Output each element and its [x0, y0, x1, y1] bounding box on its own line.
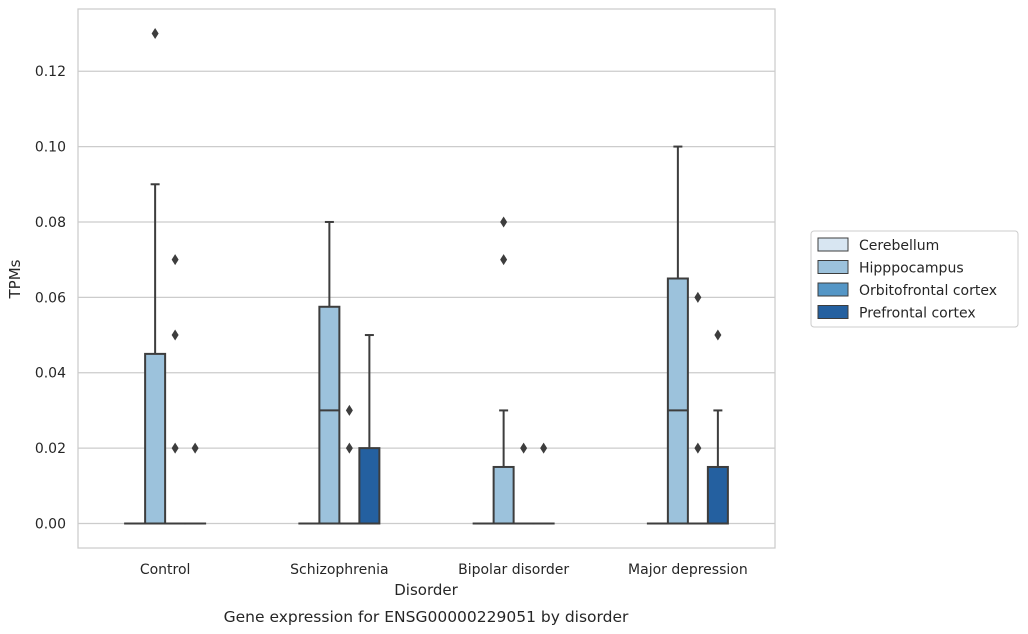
outlier-point [520, 442, 528, 454]
box-groups [124, 28, 729, 525]
box [144, 352, 167, 525]
y-axis-label: TPMs [6, 259, 24, 299]
box-3-3 [706, 329, 729, 525]
box-1-3 [358, 334, 381, 525]
box-2-3 [532, 442, 555, 525]
legend-frame [810, 230, 1019, 328]
y-tick-label: 0.06 [35, 290, 66, 306]
box [666, 277, 689, 525]
y-tick-label: 0.10 [35, 140, 66, 156]
outlier-point [171, 442, 179, 454]
outlier-point [694, 442, 702, 454]
box-2-2 [512, 442, 535, 525]
y-tick-label: 0.04 [35, 366, 66, 382]
outlier-point [540, 442, 548, 454]
y-tick-labels: 0.00 0.02 0.04 0.06 0.08 0.10 0.12 [35, 64, 66, 532]
outlier-point [345, 404, 353, 416]
y-tick-label: 0.00 [35, 517, 66, 533]
outlier-point [151, 28, 159, 39]
legend-swatch [817, 237, 849, 252]
legend: Cerebellum Hipppocampus Orbitofrontal cort… [810, 230, 1019, 328]
y-tick-label: 0.02 [35, 441, 66, 457]
outlier-point [191, 442, 199, 454]
x-tick-label: Bipolar disorder [458, 562, 569, 578]
plot-frame [77, 8, 776, 549]
outlier-point [500, 254, 508, 266]
legend-swatch [817, 282, 849, 297]
outlier-point [694, 291, 702, 303]
y-tick-label: 0.08 [35, 215, 66, 231]
outlier-point [714, 329, 722, 341]
outlier-point [171, 254, 179, 266]
x-tick-labels: Control Schizophrenia Bipolar disorder Majo… [140, 562, 748, 578]
legend-swatch [817, 305, 849, 319]
box [318, 305, 341, 525]
outlier-point [500, 216, 508, 228]
legend-label: Cerebellum [859, 238, 939, 254]
outlier-point [345, 442, 353, 454]
box-0-2 [164, 254, 187, 525]
x-axis-label: Disorder [394, 581, 458, 599]
legend-label: Prefrontal cortex [859, 306, 976, 322]
box [706, 465, 729, 525]
legend-label: Orbitofrontal cortex [859, 283, 997, 299]
chart-caption: Gene expression for ENSG00000229051 by d… [224, 608, 629, 626]
y-tick-label: 0.12 [35, 64, 66, 80]
box-3-1 [666, 145, 689, 525]
legend-swatch [817, 260, 849, 274]
box-0-3 [184, 442, 207, 525]
x-tick-label: Schizophrenia [290, 562, 388, 578]
box-1-2 [338, 404, 361, 525]
x-tick-label: Control [140, 562, 191, 578]
x-tick-label: Major depression [628, 562, 748, 578]
box-2-1 [492, 216, 515, 525]
box [492, 465, 515, 525]
outlier-point [171, 329, 179, 341]
box [358, 447, 381, 525]
legend-label: Hipppocampus [859, 261, 964, 277]
box-3-2 [686, 291, 709, 525]
box-1-1 [318, 220, 341, 525]
box-0-1 [144, 28, 167, 525]
